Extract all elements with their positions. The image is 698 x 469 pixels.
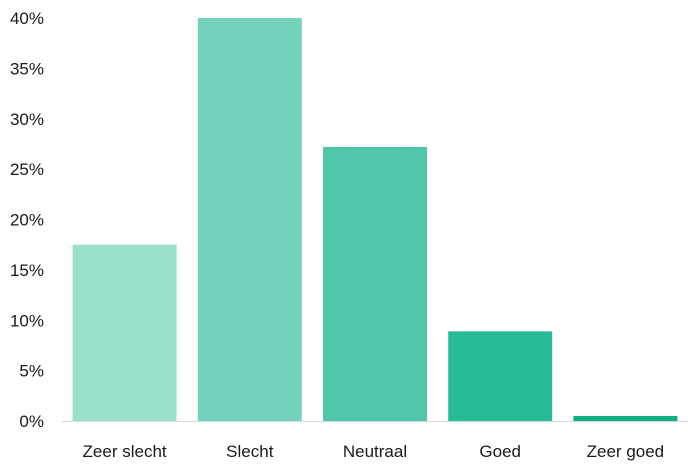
bar-neutraal bbox=[323, 146, 427, 421]
y-tick-label: 0% bbox=[19, 412, 44, 431]
y-tick-label: 40% bbox=[10, 9, 44, 28]
y-tick-label: 15% bbox=[10, 261, 44, 280]
y-tick-label: 25% bbox=[10, 160, 44, 179]
bar-goed bbox=[448, 331, 553, 421]
bar-zeer-slecht bbox=[72, 244, 177, 421]
x-axis: Zeer slecht Slecht Neutraal Goed Zeer goed bbox=[83, 442, 665, 461]
x-tick-label: Zeer slecht bbox=[83, 442, 167, 461]
bars bbox=[72, 18, 678, 421]
y-tick-label: 35% bbox=[10, 59, 44, 78]
bar-zeer-goed bbox=[573, 415, 678, 421]
x-tick-label: Slecht bbox=[226, 442, 274, 461]
y-tick-label: 10% bbox=[10, 311, 44, 330]
x-tick-label: Neutraal bbox=[343, 442, 407, 461]
y-tick-label: 30% bbox=[10, 110, 44, 129]
y-axis: 0% 5% 10% 15% 20% 25% 30% 35% 40% bbox=[10, 9, 44, 431]
y-tick-label: 5% bbox=[19, 362, 44, 381]
bar-slecht bbox=[197, 18, 302, 421]
x-tick-label: Goed bbox=[479, 442, 521, 461]
x-tick-label: Zeer goed bbox=[587, 442, 665, 461]
y-tick-label: 20% bbox=[10, 211, 44, 230]
